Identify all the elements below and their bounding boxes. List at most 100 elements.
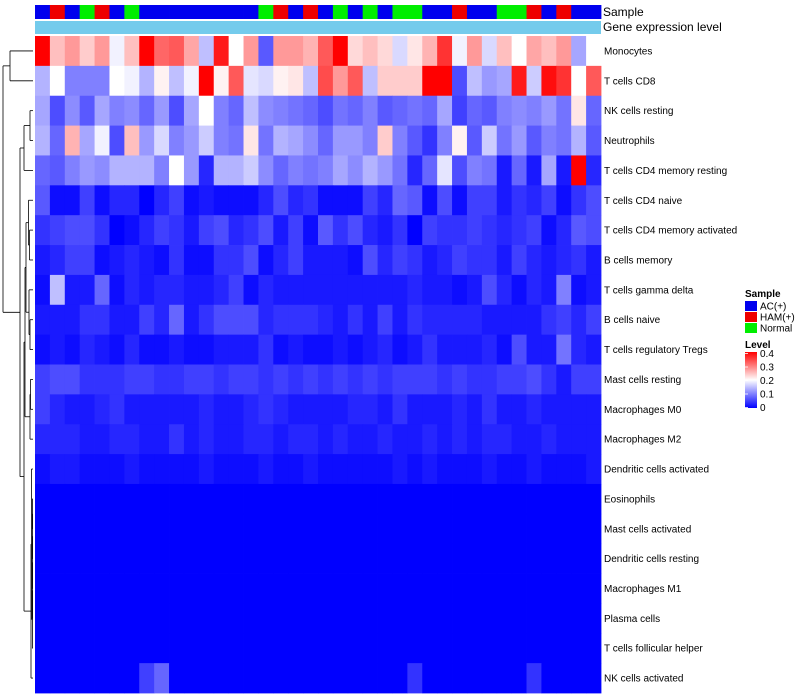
heatmap-cell <box>35 125 51 156</box>
heatmap-cell <box>586 513 602 545</box>
sample-annotation-cell <box>79 5 95 19</box>
heatmap-cell <box>49 125 66 156</box>
heatmap-cell <box>466 454 483 485</box>
heatmap-cell <box>496 543 513 574</box>
heatmap-cell <box>511 394 527 425</box>
heatmap-cell <box>496 394 513 425</box>
heatmap-cell <box>332 513 349 545</box>
heatmap-cell <box>288 364 304 395</box>
heatmap-cell <box>109 573 125 604</box>
heatmap-cell <box>94 245 110 276</box>
heatmap-cell <box>303 36 319 67</box>
heatmap-cell <box>526 603 542 634</box>
heatmap-cell <box>243 394 259 425</box>
heatmap-cell <box>511 513 527 545</box>
heatmap-cell <box>481 65 498 97</box>
heatmap-cell <box>526 245 542 276</box>
heatmap-cell <box>526 364 542 395</box>
heatmap-cell <box>303 663 319 694</box>
heatmap-cell <box>288 274 304 306</box>
heatmap-cell <box>154 65 170 97</box>
heatmap-cell <box>303 394 319 425</box>
sample-annotation-cell <box>109 5 125 19</box>
heatmap-cell <box>452 334 468 365</box>
heatmap-cell <box>243 304 259 336</box>
heatmap-cell <box>139 394 155 425</box>
heatmap-cell <box>64 36 81 67</box>
heatmap-cell <box>64 364 81 395</box>
heatmap-cell <box>139 543 155 574</box>
heatmap-cell <box>556 483 572 515</box>
heatmap-cell <box>288 424 304 455</box>
heatmap-cell <box>154 394 170 425</box>
heatmap-cell <box>407 185 423 216</box>
heatmap-cell <box>228 454 244 485</box>
heatmap-cell <box>526 483 542 515</box>
level-legend: Level 0.4 0.3 0.2 0.1 0 <box>745 340 774 414</box>
heatmap-cell <box>183 36 200 67</box>
heatmap-cell <box>362 364 378 395</box>
heatmap-cell <box>466 245 483 276</box>
heatmap-cell <box>437 543 453 574</box>
heatmap-cell <box>49 215 66 246</box>
heatmap-cell <box>422 334 438 365</box>
heatmap-cell <box>556 633 572 664</box>
heatmap-cell <box>139 65 155 97</box>
heatmap-cell <box>407 304 423 336</box>
heatmap-cell <box>392 454 408 485</box>
heatmap-cell <box>169 334 185 365</box>
heatmap-cell <box>407 65 423 97</box>
heatmap-cell <box>407 215 423 246</box>
heatmap-cell <box>273 454 289 485</box>
heatmap-cell <box>377 36 393 67</box>
heatmap-cell <box>541 185 557 216</box>
heatmap-cell <box>347 95 364 126</box>
heatmap-cell <box>288 334 304 365</box>
heatmap-cell <box>139 274 155 306</box>
heatmap-cell <box>556 573 572 604</box>
heatmap-cell <box>392 633 408 664</box>
heatmap-cell <box>407 663 423 694</box>
sample-annotation-cell <box>243 5 259 19</box>
heatmap-cell <box>586 663 602 694</box>
heatmap-cell <box>407 633 423 664</box>
heatmap-cell <box>273 215 289 246</box>
heatmap-cell <box>571 543 587 574</box>
heatmap-cell <box>109 274 125 306</box>
sample-annotation-cell <box>124 5 140 19</box>
heatmap-cell <box>541 155 557 186</box>
heatmap-cell <box>496 483 513 515</box>
heatmap-cell <box>139 155 155 186</box>
sample-annotation-cell <box>213 5 230 19</box>
sample-annotation-cell <box>586 5 602 19</box>
heatmap-cell <box>79 185 95 216</box>
heatmap-cell <box>49 513 66 545</box>
gene-expression-annotation-label: Gene expression level <box>603 20 722 34</box>
heatmap-cell <box>556 513 572 545</box>
heatmap-cell <box>183 603 200 634</box>
heatmap-cell <box>466 95 483 126</box>
heatmap-cell <box>332 125 349 156</box>
heatmap-cell <box>288 603 304 634</box>
sample-annotation-cell <box>556 5 572 19</box>
heatmap-cell <box>571 364 587 395</box>
heatmap-cell <box>183 454 200 485</box>
heatmap-cell <box>213 274 230 306</box>
heatmap-cell <box>124 304 140 336</box>
sample-annotation-cell <box>541 5 557 19</box>
heatmap-cell <box>496 513 513 545</box>
heatmap-cell <box>303 424 319 455</box>
heatmap-cell <box>183 304 200 336</box>
heatmap-cell <box>258 573 274 604</box>
heatmap-cell <box>109 603 125 634</box>
heatmap-cell <box>273 483 289 515</box>
heatmap-cell <box>139 304 155 336</box>
heatmap-cell <box>154 573 170 604</box>
heatmap-cell <box>198 304 215 336</box>
heatmap-cell <box>258 95 274 126</box>
heatmap-cell <box>526 394 542 425</box>
heatmap-cell <box>49 304 66 336</box>
heatmap-cell <box>362 603 378 634</box>
level-legend-tick: 0 <box>760 403 766 414</box>
